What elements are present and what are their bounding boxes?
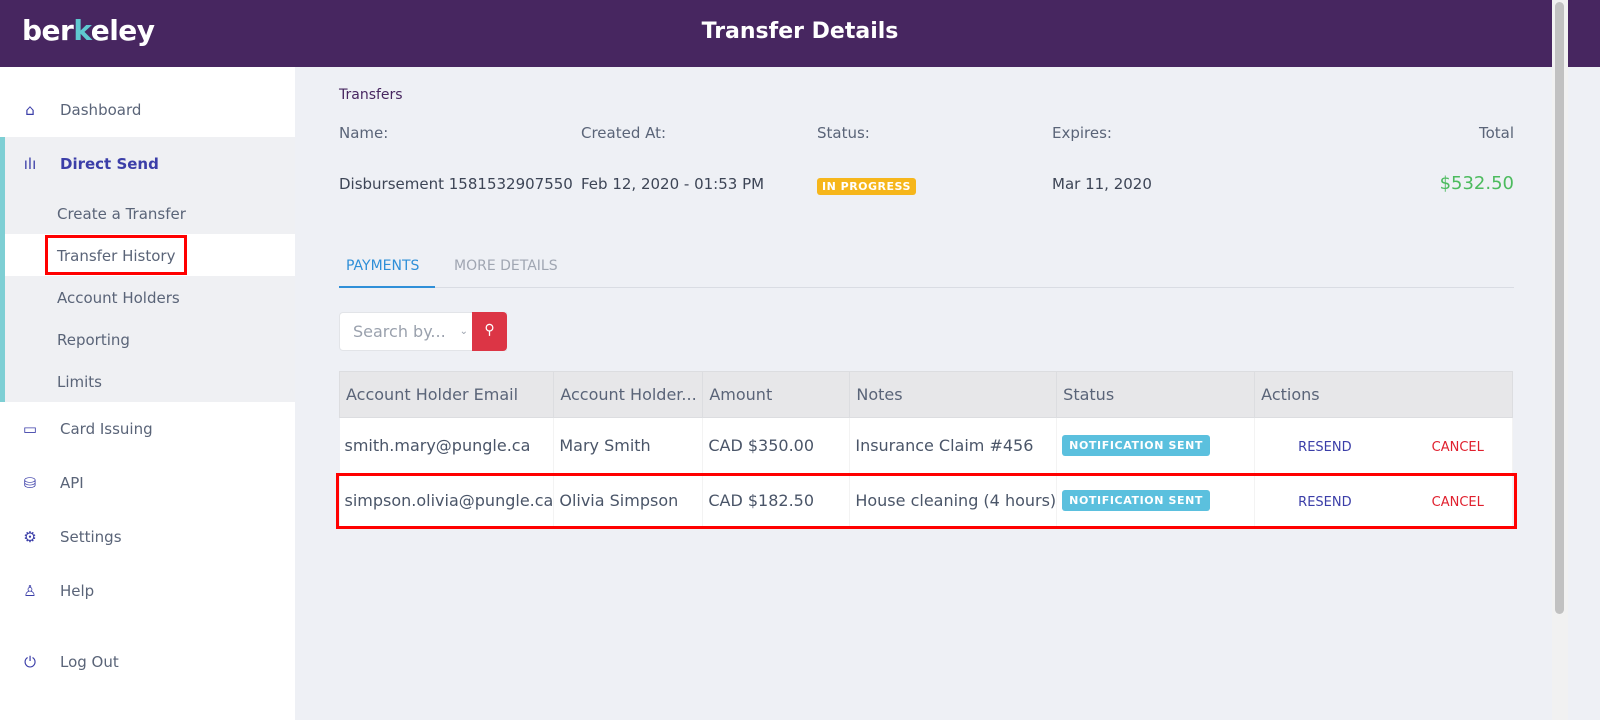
expires-date: Mar 11, 2020 [1052,175,1152,193]
home-icon: ⌂ [25,101,35,119]
sidebar-item-card-issuing[interactable]: ▭ Card Issuing [0,402,295,456]
top-bar: berkeley Transfer Details [0,0,1600,67]
email: smith.mary@pungle.ca [339,417,555,473]
col-email[interactable]: Account Holder Email [338,371,555,418]
database-icon: ⛁ [23,474,37,492]
breadcrumb[interactable]: Transfers [339,87,403,103]
tab-more-details[interactable]: MORE DETAILS [454,258,558,274]
sidebar-item-api[interactable]: ⛁ API [0,456,295,510]
payments-table: Account Holder Email Account Holder... A… [338,371,1513,528]
user-icon: ♙ [23,582,37,600]
cancel-button[interactable]: CANCEL [1431,439,1484,455]
sidebar-item-dashboard[interactable]: ⌂ Dashboard [0,83,295,137]
gear-icon: ⚙ [23,528,37,546]
scrollbar-thumb[interactable] [1555,2,1564,614]
total-amount: $532.50 [1439,173,1514,194]
label: Settings [60,528,122,546]
sidebar-item-direct-send[interactable]: ılı Direct Send [0,137,295,191]
name-label: Name: [339,124,389,142]
sidebar-item-log-out[interactable]: ⏻ Log Out [0,635,295,689]
sidebar-sub-limits[interactable]: Limits [57,373,102,391]
table-row: smith.mary@pungle.ca Mary Smith CAD $350… [339,417,1513,473]
tabs: PAYMENTS MORE DETAILS [339,247,1514,288]
tab-payments[interactable]: PAYMENTS [346,258,420,274]
notes: Insurance Claim #456 [849,417,1058,473]
label: API [60,474,84,492]
sidebar-sub-transfer-history[interactable]: Transfer History [57,247,176,265]
page-title: Transfer Details [701,19,899,44]
label: Log Out [60,653,119,671]
amount: CAD $182.50 [702,472,851,528]
table-header: Account Holder Email Account Holder... A… [338,371,1513,418]
amount: CAD $350.00 [702,417,851,473]
bar-chart-icon: ılı [23,155,37,173]
sidebar-item-help[interactable]: ♙ Help [0,564,295,618]
created-label: Created At: [581,124,667,142]
status-label: Status: [817,124,870,142]
table-row: simpson.olivia@pungle.ca Olivia Simpson … [339,472,1513,528]
status-badge: IN PROGRESS [817,178,916,195]
search-button[interactable]: ⚲ [472,312,507,351]
status-badge: NOTIFICATION SENT [1062,435,1210,457]
cancel-button[interactable]: CANCEL [1431,494,1484,510]
card-icon: ▭ [22,420,38,438]
chevron-down-icon: ⌄ [459,326,469,337]
resend-button[interactable]: RESEND [1298,494,1352,510]
active-highlight [5,234,295,276]
sidebar-sub-create-transfer[interactable]: Create a Transfer [57,205,186,223]
sidebar-sub-reporting[interactable]: Reporting [57,331,130,349]
resend-button[interactable]: RESEND [1298,439,1352,455]
email: simpson.olivia@pungle.ca [339,472,555,528]
col-status[interactable]: Status [1056,371,1256,418]
total-label: Total [1478,124,1514,142]
col-actions: Actions [1254,371,1513,418]
sidebar-sub-account-holders[interactable]: Account Holders [57,289,180,307]
label: Card Issuing [60,420,153,438]
transfer-name: Disbursement 1581532907550 [339,175,573,193]
col-notes[interactable]: Notes [849,371,1058,418]
name: Olivia Simpson [553,472,704,528]
row-highlight-box [336,473,1517,529]
power-icon: ⏻ [24,653,36,671]
search-placeholder: Search by... [353,322,446,341]
name: Mary Smith [553,417,704,473]
expires-label: Expires: [1052,124,1112,142]
label: Direct Send [60,155,159,173]
col-amount[interactable]: Amount [702,371,851,418]
highlight-box [45,235,187,275]
search-icon: ⚲ [484,322,495,338]
logo[interactable]: berkeley [22,14,155,47]
label: Dashboard [60,101,142,119]
created-at: Feb 12, 2020 - 01:53 PM [581,175,765,193]
sidebar-item-settings[interactable]: ⚙ Settings [0,510,295,564]
notes: House cleaning (4 hours) [849,472,1058,528]
tab-underline [339,286,435,288]
status-badge: NOTIFICATION SENT [1062,490,1210,511]
sidebar: ⌂ Dashboard ılı Direct Send Create a Trans… [0,67,295,720]
col-name[interactable]: Account Holder... [553,371,704,418]
label: Help [60,582,95,600]
